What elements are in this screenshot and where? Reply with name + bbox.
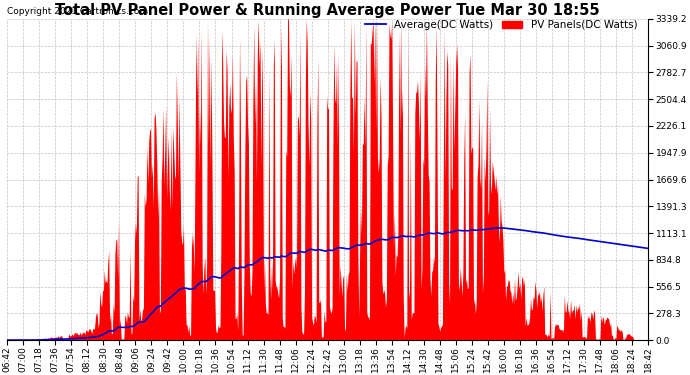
Title: Total PV Panel Power & Running Average Power Tue Mar 30 18:55: Total PV Panel Power & Running Average P… xyxy=(55,3,600,18)
Text: Copyright 2021 Cartronics.com: Copyright 2021 Cartronics.com xyxy=(8,7,148,16)
Legend: Average(DC Watts), PV Panels(DC Watts): Average(DC Watts), PV Panels(DC Watts) xyxy=(361,16,642,34)
